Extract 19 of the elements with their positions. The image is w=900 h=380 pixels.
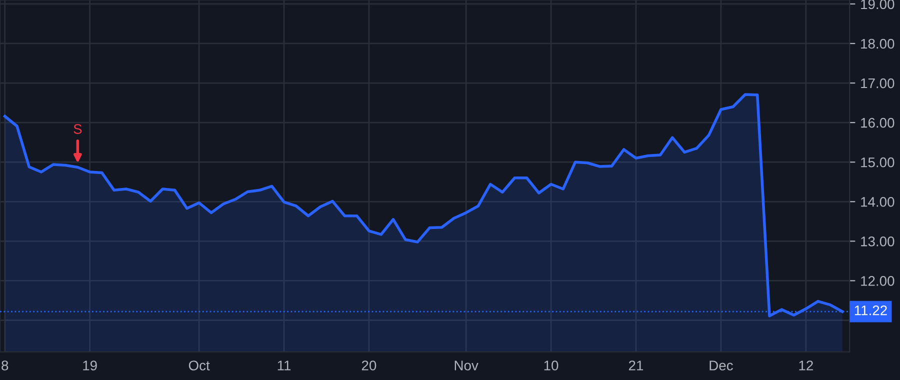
x-tick-label: 11 <box>278 360 291 370</box>
x-tick-label: Dec <box>710 360 733 370</box>
x-tick-label: Oct <box>188 360 210 370</box>
x-tick-label: Nov <box>454 360 478 370</box>
x-tick-label: 21 <box>628 360 644 370</box>
y-tick-label: 17.00 <box>861 78 894 88</box>
ref-line-label: 11.22 <box>854 305 887 316</box>
x-tick-label: 20 <box>362 360 376 370</box>
x-tick-label: 12 <box>799 360 813 370</box>
x-tick-label: 8 <box>2 360 8 370</box>
y-tick-label: 14.00 <box>861 196 894 207</box>
y-tick-label: 15.00 <box>861 157 894 168</box>
x-tick-label: 10 <box>544 360 558 370</box>
annotation: S <box>74 124 82 134</box>
y-tick-label: 18.00 <box>861 38 894 49</box>
y-tick-label: 16.00 <box>861 118 894 128</box>
y-tick-label: 13.00 <box>861 236 894 246</box>
x-tick-label: 19 <box>83 360 97 370</box>
y-tick-label: 12.00 <box>861 276 894 286</box>
